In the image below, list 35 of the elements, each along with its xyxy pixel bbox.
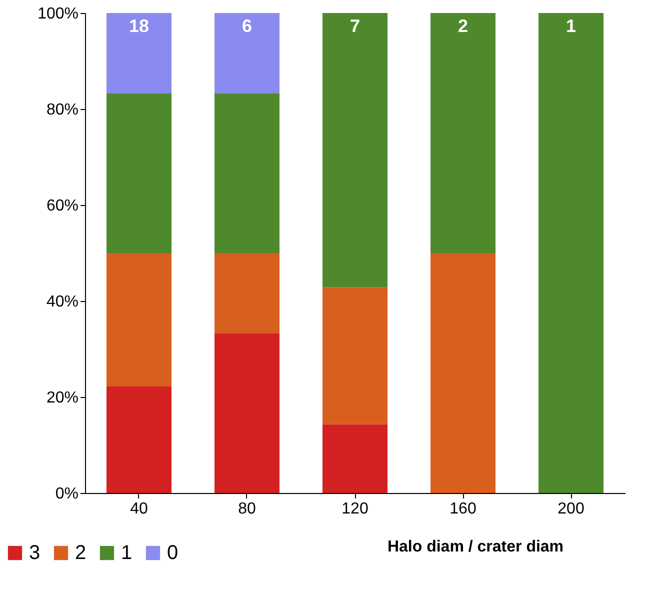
legend-label: 0 <box>167 542 178 564</box>
y-tick-label: 20% <box>46 390 78 406</box>
y-tick-label: 60% <box>46 198 78 214</box>
y-tick-label: 80% <box>46 102 78 118</box>
y-tick-label: 40% <box>46 294 78 310</box>
bar <box>430 13 496 253</box>
bar <box>106 253 172 386</box>
x-tick-label: 80 <box>238 500 256 518</box>
y-tick-label: 0% <box>55 486 78 502</box>
bar <box>322 424 388 493</box>
y-tick-label: 100% <box>38 6 78 22</box>
bar <box>106 386 172 493</box>
bar <box>214 13 280 94</box>
bar <box>106 13 172 94</box>
annotation: 2 <box>458 16 468 36</box>
x-tick-label: 160 <box>450 500 476 518</box>
legend-label: 3 <box>29 542 40 564</box>
bar <box>322 287 388 424</box>
x-axis-title: Halo diam / crater diam <box>387 538 564 556</box>
annotation: 7 <box>350 16 360 36</box>
bar <box>214 253 280 334</box>
bar <box>214 333 280 493</box>
bar <box>538 13 604 493</box>
annotation: 6 <box>242 16 252 36</box>
legend-label: 2 <box>75 542 86 564</box>
x-tick-label: 120 <box>342 500 368 518</box>
bar <box>106 93 172 253</box>
bar <box>214 93 280 253</box>
bar <box>430 253 496 493</box>
annotation: 1 <box>566 16 576 36</box>
x-tick-label: 40 <box>130 500 148 518</box>
x-tick-label: 200 <box>558 500 584 518</box>
annotation: 18 <box>128 16 150 36</box>
bar <box>322 13 388 288</box>
legend-label: 1 <box>121 542 132 564</box>
